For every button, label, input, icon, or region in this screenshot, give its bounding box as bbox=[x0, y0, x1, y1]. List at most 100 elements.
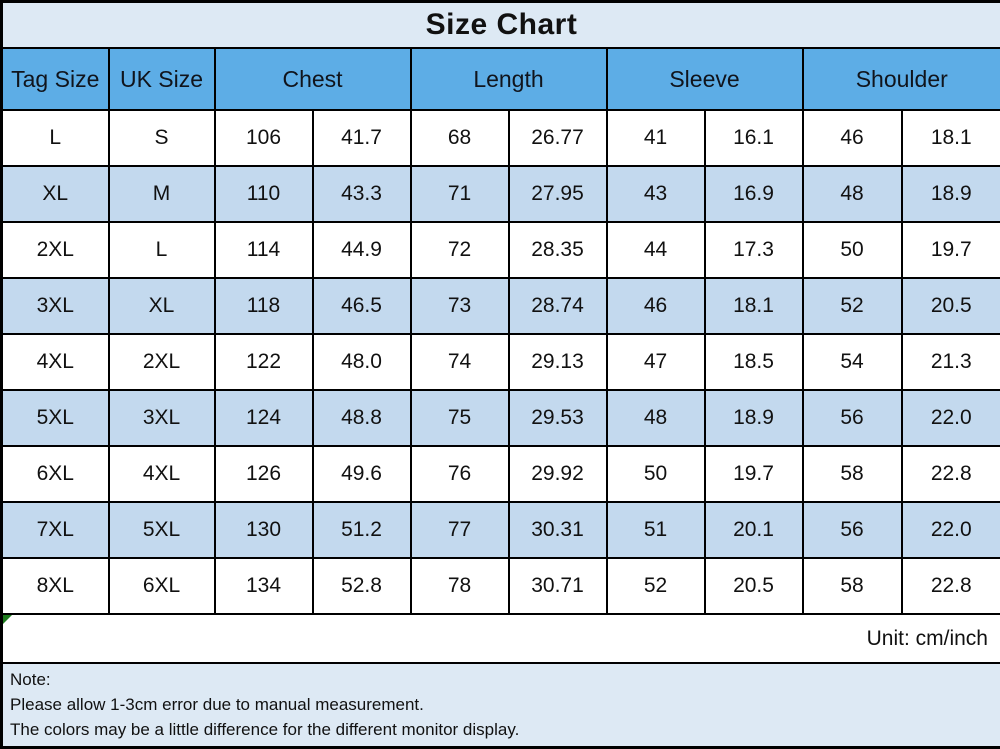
size-cell: 76 bbox=[411, 446, 509, 502]
note-block: Note: Please allow 1-3cm error due to ma… bbox=[2, 663, 1000, 748]
size-cell: 6XL bbox=[109, 558, 215, 614]
unit-row: Unit: cm/inch bbox=[2, 614, 1000, 663]
size-cell: XL bbox=[2, 166, 109, 222]
col-header-uk-size: UK Size bbox=[109, 48, 215, 110]
size-cell: 18.1 bbox=[902, 110, 1000, 166]
size-cell: 6XL bbox=[2, 446, 109, 502]
size-cell: 130 bbox=[215, 502, 313, 558]
size-cell: 46.5 bbox=[313, 278, 411, 334]
size-cell: 118 bbox=[215, 278, 313, 334]
size-cell: 4XL bbox=[109, 446, 215, 502]
size-cell: 58 bbox=[803, 446, 902, 502]
size-cell: 3XL bbox=[2, 278, 109, 334]
size-cell: 22.0 bbox=[902, 502, 1000, 558]
col-header-length: Length bbox=[411, 48, 607, 110]
size-cell: 78 bbox=[411, 558, 509, 614]
col-header-sleeve: Sleeve bbox=[607, 48, 803, 110]
size-cell: 68 bbox=[411, 110, 509, 166]
size-cell: 110 bbox=[215, 166, 313, 222]
size-cell: 16.9 bbox=[705, 166, 803, 222]
size-cell: 43 bbox=[607, 166, 705, 222]
size-cell: 71 bbox=[411, 166, 509, 222]
size-cell: 56 bbox=[803, 390, 902, 446]
size-cell: 134 bbox=[215, 558, 313, 614]
size-cell: 26.77 bbox=[509, 110, 607, 166]
chart-title: Size Chart bbox=[2, 2, 1000, 49]
col-header-tag-size: Tag Size bbox=[2, 48, 109, 110]
size-cell: 22.0 bbox=[902, 390, 1000, 446]
size-cell: 27.95 bbox=[509, 166, 607, 222]
size-cell: 30.71 bbox=[509, 558, 607, 614]
title-row: Size Chart bbox=[2, 2, 1000, 49]
size-cell: 8XL bbox=[2, 558, 109, 614]
size-cell: 51 bbox=[607, 502, 705, 558]
size-cell: L bbox=[109, 222, 215, 278]
size-cell: 77 bbox=[411, 502, 509, 558]
note-line: Note: bbox=[10, 667, 996, 692]
size-cell: 21.3 bbox=[902, 334, 1000, 390]
size-cell: 4XL bbox=[2, 334, 109, 390]
size-cell: 74 bbox=[411, 334, 509, 390]
header-row: Tag Size UK Size Chest Length Sleeve Sho… bbox=[2, 48, 1000, 110]
size-cell: 51.2 bbox=[313, 502, 411, 558]
size-cell: 48 bbox=[607, 390, 705, 446]
size-cell: 7XL bbox=[2, 502, 109, 558]
size-cell: 5XL bbox=[109, 502, 215, 558]
size-cell: 72 bbox=[411, 222, 509, 278]
size-cell: 18.5 bbox=[705, 334, 803, 390]
col-header-chest: Chest bbox=[215, 48, 411, 110]
note-line: Please allow 1-3cm error due to manual m… bbox=[10, 692, 996, 717]
size-cell: 18.9 bbox=[705, 390, 803, 446]
size-cell: 19.7 bbox=[902, 222, 1000, 278]
note-row: Note: Please allow 1-3cm error due to ma… bbox=[2, 663, 1000, 748]
size-cell: L bbox=[2, 110, 109, 166]
size-cell: 48.0 bbox=[313, 334, 411, 390]
size-cell: 3XL bbox=[109, 390, 215, 446]
size-cell: 75 bbox=[411, 390, 509, 446]
size-cell: 52.8 bbox=[313, 558, 411, 614]
size-cell: 29.92 bbox=[509, 446, 607, 502]
size-cell: 20.5 bbox=[902, 278, 1000, 334]
size-cell: 2XL bbox=[2, 222, 109, 278]
size-cell: 106 bbox=[215, 110, 313, 166]
size-cell: 48.8 bbox=[313, 390, 411, 446]
size-cell: 16.1 bbox=[705, 110, 803, 166]
size-cell: M bbox=[109, 166, 215, 222]
size-cell: 17.3 bbox=[705, 222, 803, 278]
size-cell: 126 bbox=[215, 446, 313, 502]
size-cell: 56 bbox=[803, 502, 902, 558]
size-cell: 20.1 bbox=[705, 502, 803, 558]
size-cell: 5XL bbox=[2, 390, 109, 446]
size-cell: 52 bbox=[803, 278, 902, 334]
size-cell: 29.13 bbox=[509, 334, 607, 390]
size-cell: 41.7 bbox=[313, 110, 411, 166]
cell-corner-marker-icon bbox=[3, 615, 12, 624]
size-cell: 22.8 bbox=[902, 558, 1000, 614]
size-cell: 114 bbox=[215, 222, 313, 278]
size-cell: 58 bbox=[803, 558, 902, 614]
size-cell: 52 bbox=[607, 558, 705, 614]
size-cell: 48 bbox=[803, 166, 902, 222]
size-cell: 47 bbox=[607, 334, 705, 390]
size-cell: 2XL bbox=[109, 334, 215, 390]
size-cell: 18.1 bbox=[705, 278, 803, 334]
size-cell: 73 bbox=[411, 278, 509, 334]
size-cell: 22.8 bbox=[902, 446, 1000, 502]
size-cell: 28.35 bbox=[509, 222, 607, 278]
size-cell: 28.74 bbox=[509, 278, 607, 334]
size-cell: 50 bbox=[803, 222, 902, 278]
size-cell: 19.7 bbox=[705, 446, 803, 502]
size-cell: 29.53 bbox=[509, 390, 607, 446]
size-cell: 41 bbox=[607, 110, 705, 166]
